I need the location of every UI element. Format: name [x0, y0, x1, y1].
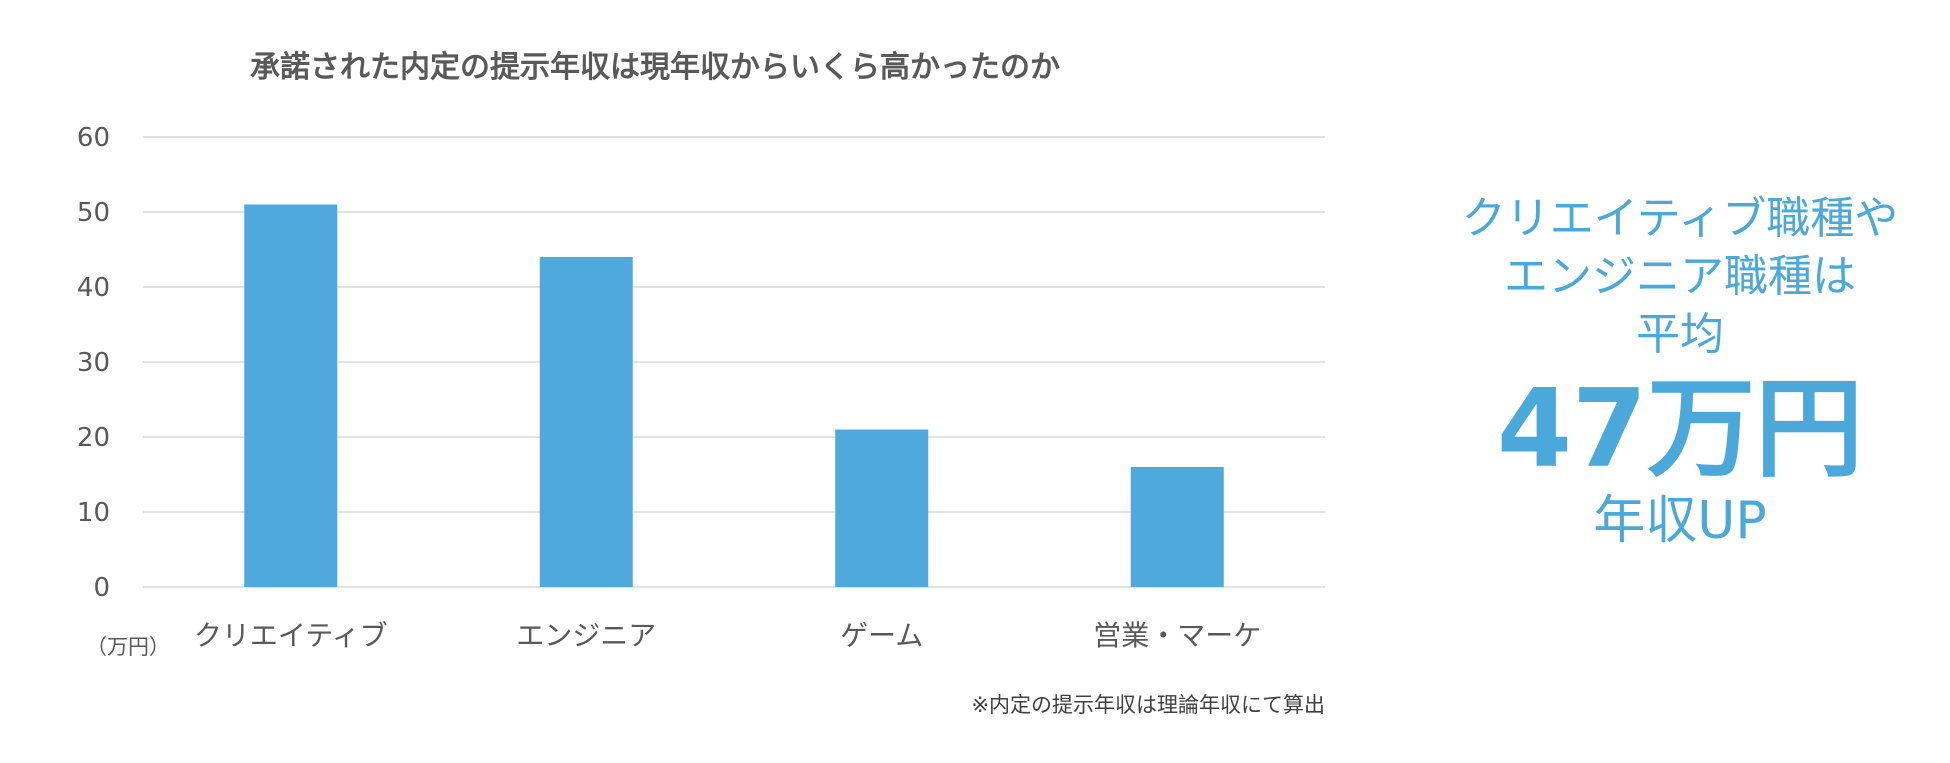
x-tick-label: 営業・マーケ: [1093, 619, 1261, 652]
footnote: ※内定の提示年収は理論年収にて算出: [971, 693, 1325, 717]
callout-line-1: クリエイティブ職種や: [1461, 193, 1899, 244]
bar: [244, 204, 338, 587]
bar-chart: 承諾された内定の提示年収は現年収からいくら高かったのか 0 10 20 30 40 50 6…: [77, 50, 1325, 717]
bar: [1130, 467, 1224, 587]
bars: [244, 204, 1224, 587]
y-tick-label: 0: [93, 573, 110, 603]
y-tick-label: 10: [77, 498, 110, 528]
y-tick-label: 60: [77, 123, 110, 153]
x-tick-label: エンジニア: [516, 619, 656, 652]
y-axis: 0 10 20 30 40 50 60: [77, 123, 110, 603]
y-tick-label: 30: [77, 348, 110, 378]
summary-callout: クリエイティブ職種や エンジニア職種は 平均 47万円 年収UP: [1440, 190, 1920, 552]
callout-suffix: 年収UP: [1593, 491, 1767, 551]
gridlines: [143, 136, 1325, 588]
x-tick-label: ゲーム: [840, 619, 923, 652]
x-axis: クリエイティブ エンジニア ゲーム 営業・マーケ: [194, 619, 1261, 652]
y-tick-label: 50: [77, 198, 110, 228]
chart-title: 承諾された内定の提示年収は現年収からいくら高かったのか: [250, 50, 1060, 85]
y-tick-label: 20: [77, 423, 110, 453]
bar: [539, 257, 633, 587]
unit-label: （万円）: [86, 635, 170, 659]
y-tick-label: 40: [77, 273, 110, 303]
callout-line-2: エンジニア職種は: [1504, 251, 1856, 302]
x-tick-label: クリエイティブ: [194, 619, 388, 652]
bar: [835, 429, 929, 587]
callout-amount: 47万円: [1496, 367, 1864, 492]
callout-line-3: 平均: [1636, 309, 1724, 360]
